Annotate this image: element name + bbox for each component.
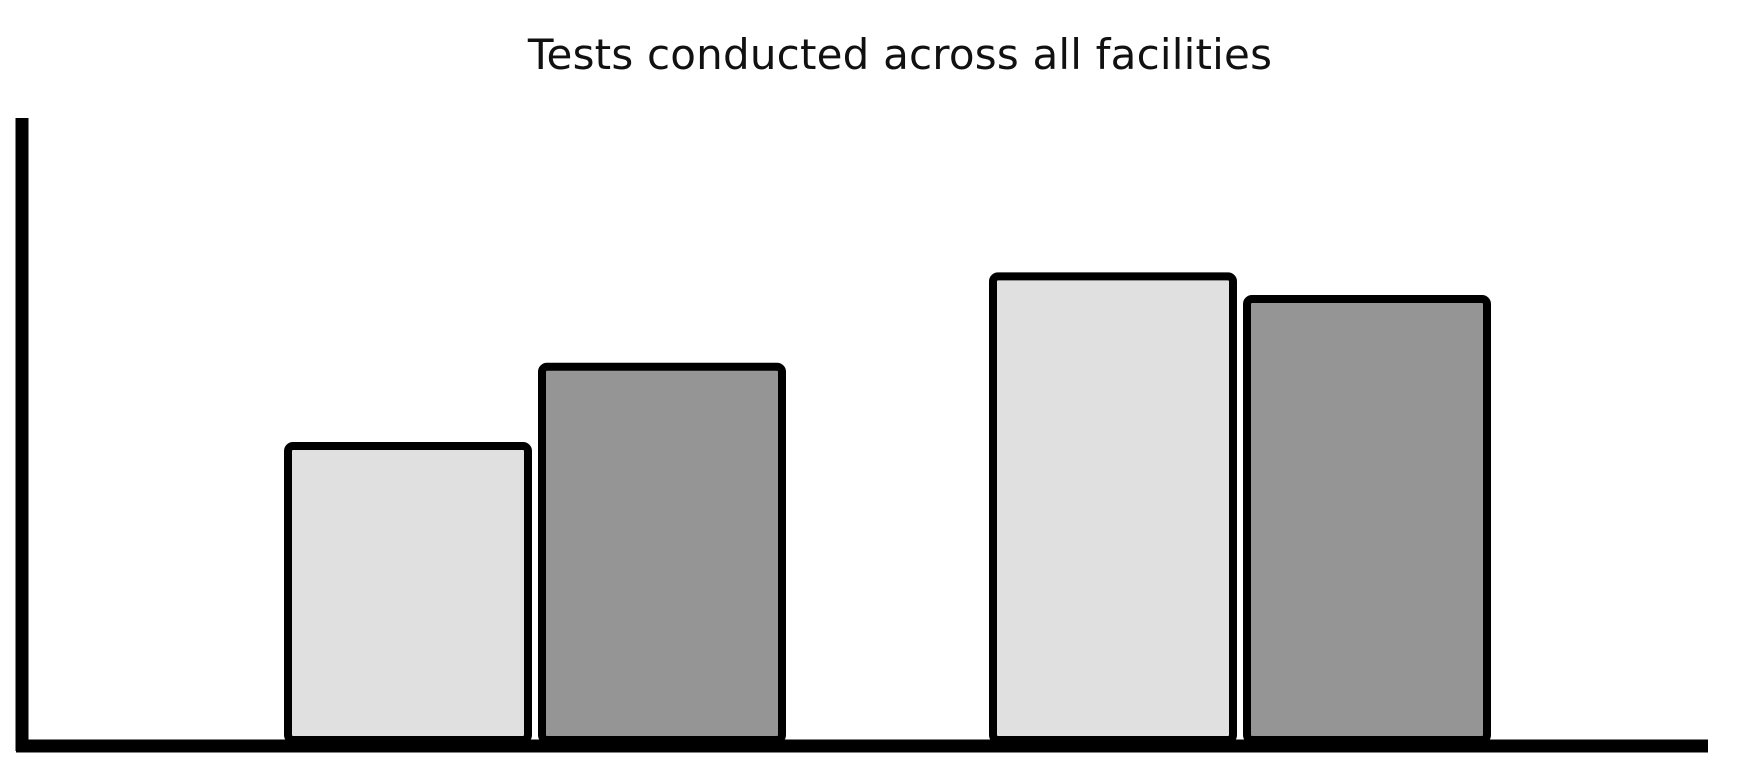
bar-group1-series2 [538,362,786,744]
chart-title: Tests conducted across all facilities [527,30,1273,79]
bar-group2-series2 [1243,294,1491,744]
bars-group [284,272,1491,744]
bar-group1-series1 [284,441,532,744]
bar-group2-series1 [989,272,1237,744]
